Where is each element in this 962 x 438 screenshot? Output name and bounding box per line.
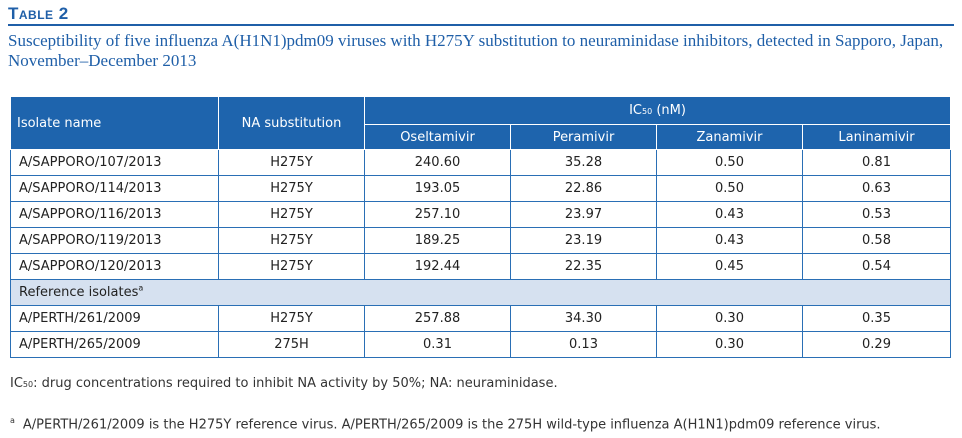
cell-laninamivir: 0.54 — [801, 253, 952, 280]
cell-peramivir: 23.19 — [510, 227, 657, 254]
ic50-unit: (nM) — [652, 103, 686, 118]
cell-na: H275Y — [218, 305, 365, 332]
reference-section-row: Reference isolatesa — [9, 279, 952, 306]
cell-peramivir: 34.30 — [510, 305, 657, 332]
header-zanamivir: Zanamivir — [656, 124, 803, 150]
header-na-substitution: NA substitution — [218, 96, 365, 150]
footnote-abbreviations: IC50: drug concentrations required to in… — [10, 376, 950, 391]
table-row: A/PERTH/261/2009 H275Y 257.88 34.30 0.30… — [10, 305, 952, 332]
reference-section-label: Reference isolatesa — [9, 279, 952, 306]
header-laninamivir: Laninamivir — [801, 124, 952, 150]
footnote-mark: a — [138, 283, 144, 293]
cell-na: H275Y — [218, 149, 365, 176]
table-row: A/SAPPORO/119/2013 H275Y 189.25 23.19 0.… — [10, 227, 952, 254]
cell-na: 275H — [218, 331, 365, 358]
cell-laninamivir: 0.63 — [801, 175, 952, 202]
reference-label-text: Reference isolates — [19, 285, 139, 300]
cell-oseltamivir: 193.05 — [364, 175, 511, 202]
cell-peramivir: 35.28 — [510, 149, 657, 176]
footnote-a-text: A/PERTH/261/2009 is the H275Y reference … — [22, 417, 881, 433]
header-peramivir: Peramivir — [510, 124, 657, 150]
ic50-prefix: IC — [629, 103, 643, 118]
cell-zanamivir: 0.30 — [656, 331, 803, 358]
cell-na: H275Y — [218, 175, 365, 202]
table-row: A/SAPPORO/107/2013 H275Y 240.60 35.28 0.… — [10, 149, 952, 176]
cell-peramivir: 0.13 — [510, 331, 657, 358]
cell-na: H275Y — [218, 253, 365, 280]
cell-laninamivir: 0.53 — [801, 201, 952, 228]
table-row: A/SAPPORO/116/2013 H275Y 257.10 23.97 0.… — [10, 201, 952, 228]
title-rule — [8, 24, 954, 26]
abbrev-prefix: IC — [10, 376, 23, 391]
table-row: A/SAPPORO/114/2013 H275Y 193.05 22.86 0.… — [10, 175, 952, 202]
cell-isolate: A/PERTH/265/2009 — [10, 331, 219, 358]
cell-oseltamivir: 192.44 — [364, 253, 511, 280]
ic50-subscript: 50 — [642, 107, 653, 116]
cell-peramivir: 23.97 — [510, 201, 657, 228]
table-label: Table 2 — [8, 4, 69, 23]
table-row: A/PERTH/265/2009 275H 0.31 0.13 0.30 0.2… — [10, 331, 952, 358]
cell-isolate: A/SAPPORO/119/2013 — [10, 227, 219, 254]
cell-oseltamivir: 257.10 — [364, 201, 511, 228]
cell-zanamivir: 0.30 — [656, 305, 803, 332]
cell-laninamivir: 0.58 — [801, 227, 952, 254]
cell-isolate: A/PERTH/261/2009 — [10, 305, 219, 332]
cell-oseltamivir: 189.25 — [364, 227, 511, 254]
cell-peramivir: 22.35 — [510, 253, 657, 280]
cell-zanamivir: 0.50 — [656, 175, 803, 202]
cell-oseltamivir: 257.88 — [364, 305, 511, 332]
cell-zanamivir: 0.45 — [656, 253, 803, 280]
susceptibility-table: Isolate name NA substitution IC50 (nM) O… — [9, 96, 952, 358]
cell-oseltamivir: 240.60 — [364, 149, 511, 176]
table-caption: Susceptibility of five influenza A(H1N1)… — [8, 31, 944, 70]
abbrev-subscript: 50 — [22, 380, 34, 389]
cell-isolate: A/SAPPORO/107/2013 — [10, 149, 219, 176]
header-oseltamivir: Oseltamivir — [364, 124, 511, 150]
cell-isolate: A/SAPPORO/116/2013 — [10, 201, 219, 228]
header-ic50: IC50 (nM) — [363, 96, 952, 125]
cell-zanamivir: 0.43 — [656, 201, 803, 228]
cell-laninamivir: 0.81 — [801, 149, 952, 176]
footnote-a: a A/PERTH/261/2009 is the H275Y reference… — [10, 416, 950, 432]
cell-zanamivir: 0.50 — [656, 149, 803, 176]
cell-laninamivir: 0.35 — [801, 305, 952, 332]
table-row: A/SAPPORO/120/2013 H275Y 192.44 22.35 0.… — [10, 253, 952, 280]
cell-isolate: A/SAPPORO/114/2013 — [10, 175, 219, 202]
cell-na: H275Y — [218, 227, 365, 254]
cell-zanamivir: 0.43 — [656, 227, 803, 254]
cell-laninamivir: 0.29 — [801, 331, 952, 358]
abbrev-text: : drug concentrations required to inhibi… — [33, 376, 558, 391]
cell-peramivir: 22.86 — [510, 175, 657, 202]
cell-oseltamivir: 0.31 — [364, 331, 511, 358]
footnote-a-mark: a — [10, 416, 15, 425]
cell-na: H275Y — [218, 201, 365, 228]
cell-isolate: A/SAPPORO/120/2013 — [10, 253, 219, 280]
header-isolate-name: Isolate name — [10, 96, 219, 150]
